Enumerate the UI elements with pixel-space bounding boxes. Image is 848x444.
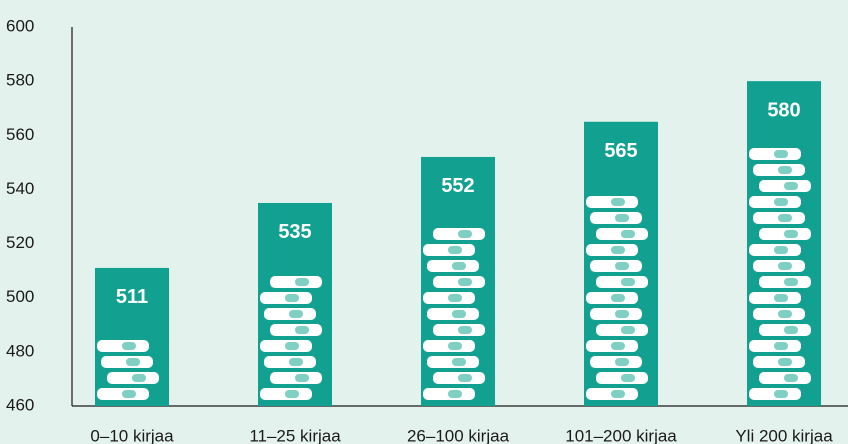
book-spine	[295, 326, 309, 334]
book-spine	[611, 342, 625, 350]
book-spine	[122, 342, 136, 350]
book-spine	[448, 294, 462, 302]
book-spine	[285, 294, 299, 302]
book-spine	[452, 262, 466, 270]
book-spine	[611, 390, 625, 398]
book-spine	[778, 214, 792, 222]
book-spine	[289, 310, 303, 318]
book-spine	[784, 182, 798, 190]
book-spine	[774, 294, 788, 302]
book-spine	[132, 374, 146, 382]
book-spine	[784, 278, 798, 286]
y-tick-label: 600	[6, 16, 34, 35]
book-spine	[621, 374, 635, 382]
book-spine	[774, 246, 788, 254]
y-tick-label: 540	[6, 179, 34, 198]
book-spine	[458, 326, 472, 334]
book-spine	[621, 230, 635, 238]
book-spine	[285, 390, 299, 398]
y-tick-label: 480	[6, 341, 34, 360]
value-label: 580	[767, 99, 800, 121]
y-tick-label: 460	[6, 395, 34, 414]
book-spine	[784, 230, 798, 238]
book-spine	[448, 390, 462, 398]
book-spine	[448, 342, 462, 350]
value-label: 552	[441, 175, 474, 197]
book-spine	[774, 342, 788, 350]
book-spine	[126, 358, 140, 366]
book-spine	[452, 310, 466, 318]
book-spine	[774, 390, 788, 398]
book-spine	[452, 358, 466, 366]
y-tick-label: 500	[6, 287, 34, 306]
book-spine	[448, 246, 462, 254]
book-spine	[611, 246, 625, 254]
x-tick-label: 101–200 kirjaa	[565, 426, 677, 444]
y-tick-label: 560	[6, 125, 34, 144]
book-spine	[295, 278, 309, 286]
book-spine	[458, 278, 472, 286]
book-spine	[615, 358, 629, 366]
x-tick-label: 26–100 kirjaa	[407, 426, 510, 444]
book-spine	[774, 150, 788, 158]
book-spine	[611, 294, 625, 302]
book-spine	[285, 342, 299, 350]
book-spine	[295, 374, 309, 382]
book-spine	[289, 358, 303, 366]
book-spine	[458, 374, 472, 382]
book-spine	[784, 326, 798, 334]
value-label: 535	[278, 221, 311, 243]
book-spine	[778, 358, 792, 366]
value-label: 565	[604, 140, 637, 162]
book-spine	[784, 374, 798, 382]
x-tick-label: 0–10 kirjaa	[90, 426, 174, 444]
book-spine	[611, 198, 625, 206]
book-spine	[615, 310, 629, 318]
x-tick-label: 11–25 kirjaa	[249, 426, 341, 444]
book-spine	[615, 214, 629, 222]
book-spine	[621, 326, 635, 334]
y-tick-label: 520	[6, 233, 34, 252]
book-spine	[458, 230, 472, 238]
book-spine	[778, 166, 792, 174]
book-spine	[778, 262, 792, 270]
y-tick-label: 580	[6, 71, 34, 90]
book-spine	[621, 278, 635, 286]
x-tick-label: Yli 200 kirjaa	[735, 426, 833, 444]
value-label: 511	[116, 286, 148, 308]
book-spine	[778, 310, 792, 318]
book-spine	[615, 262, 629, 270]
book-spine	[122, 390, 136, 398]
book-spine	[774, 198, 788, 206]
